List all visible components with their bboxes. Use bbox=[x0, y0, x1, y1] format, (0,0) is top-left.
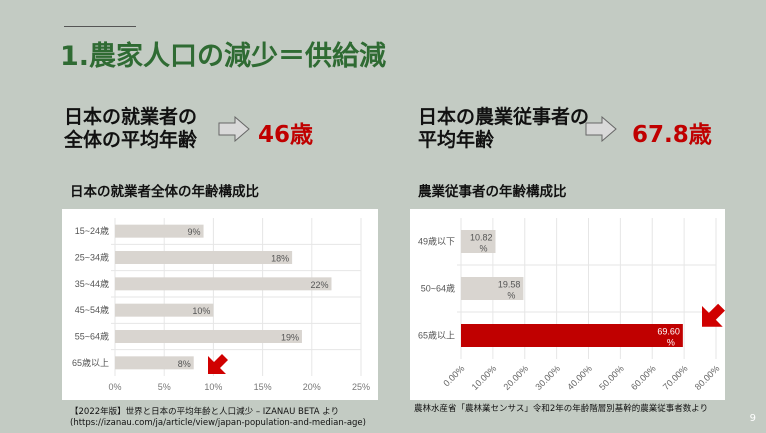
x-tick-label: 10.00% bbox=[470, 363, 499, 392]
x-tick-label: 5% bbox=[158, 382, 171, 392]
arrow-right-icon bbox=[585, 116, 617, 142]
bar bbox=[461, 277, 524, 300]
data-label-unit: % bbox=[667, 338, 675, 348]
right-label-line1: 日本の農業従事者の bbox=[418, 106, 590, 128]
y-category-label: 65歳以上 bbox=[418, 330, 455, 341]
x-tick-label: 50.00% bbox=[597, 363, 626, 392]
data-label-unit: % bbox=[479, 244, 487, 254]
data-label-unit: % bbox=[507, 291, 515, 301]
x-tick-label: 80.00% bbox=[693, 363, 722, 392]
red-arrow-icon bbox=[702, 303, 725, 327]
left-label-line2: 全体の平均年齢 bbox=[64, 129, 198, 151]
y-category-label: 35~44歳 bbox=[75, 278, 109, 289]
data-label: 18% bbox=[271, 254, 289, 264]
x-tick-label: 0.00% bbox=[441, 363, 466, 388]
data-label: 9% bbox=[188, 227, 201, 237]
x-tick-label: 25% bbox=[352, 382, 370, 392]
page-title: 1.農家人口の減少＝供給減 bbox=[60, 41, 387, 72]
left-source: 【2022年版】世界と日本の平均年齢と人口減少 – IZANAU BETA より… bbox=[70, 407, 366, 429]
x-tick-label: 60.00% bbox=[629, 363, 658, 392]
left-chart-title: 日本の就業者全体の年齢構成比 bbox=[70, 184, 259, 200]
left-label: 日本の就業者の 全体の平均年齢 bbox=[64, 106, 197, 152]
right-label: 日本の農業従事者の 平均年齢 bbox=[418, 106, 589, 152]
bar bbox=[115, 356, 194, 370]
left-source-line1: 【2022年版】世界と日本の平均年齢と人口減少 – IZANAU BETA より bbox=[70, 407, 340, 417]
x-tick-label: 15% bbox=[254, 382, 272, 392]
bar bbox=[115, 277, 332, 291]
data-label: 8% bbox=[178, 359, 191, 369]
right-chart-title: 農業従事者の年齢構成比 bbox=[418, 184, 567, 200]
bar bbox=[461, 324, 683, 347]
right-source: 農林水産省「農林業センサス」令和2年の年齢階層別基幹的農業従事者数より bbox=[414, 404, 709, 414]
y-category-label: 65歳以上 bbox=[72, 357, 109, 368]
y-category-label: 25~34歳 bbox=[75, 252, 109, 263]
y-category-label: 15~24歳 bbox=[75, 225, 109, 236]
right-label-line2: 平均年齢 bbox=[418, 129, 495, 151]
data-label: 10% bbox=[192, 306, 210, 316]
y-category-label: 55~64歳 bbox=[75, 331, 109, 342]
left-chart: 0% 5% 10% 15% 20% 25% 15~24歳 9% 25~34歳 18% 35~44歳 2… bbox=[62, 209, 378, 400]
data-label: 19.58 bbox=[498, 280, 521, 290]
bar bbox=[115, 251, 293, 264]
x-tick-label: 20.00% bbox=[502, 363, 531, 392]
y-category-label: 49歳以下 bbox=[418, 236, 455, 247]
arrow-right-icon bbox=[218, 116, 250, 142]
x-tick-label: 0% bbox=[108, 382, 121, 392]
bar bbox=[115, 330, 302, 343]
data-label: 10.82 bbox=[470, 233, 493, 243]
y-category-label: 45~54歳 bbox=[75, 304, 109, 315]
data-label: 19% bbox=[281, 333, 299, 343]
x-tick-label: 70.00% bbox=[661, 363, 690, 392]
bar bbox=[115, 224, 204, 238]
data-label: 69.60 bbox=[657, 327, 680, 337]
right-chart: 0.00% 10.00% 20.00% 30.00% 40.00% 50.00% 60.00… bbox=[410, 209, 725, 400]
y-category-label: 50~64歳 bbox=[421, 283, 455, 294]
x-tick-label: 40.00% bbox=[565, 363, 594, 392]
right-average-age: 67.8歳 bbox=[632, 122, 712, 148]
red-arrow-icon bbox=[208, 354, 228, 374]
left-average-age: 46歳 bbox=[258, 122, 314, 148]
data-label: 22% bbox=[310, 280, 328, 290]
left-source-link[interactable]: (https://izanau.com/ja/article/view/japa… bbox=[70, 418, 366, 428]
left-label-line1: 日本の就業者の bbox=[64, 106, 198, 128]
bar bbox=[461, 230, 496, 253]
x-tick-label: 10% bbox=[204, 382, 222, 392]
x-tick-label: 30.00% bbox=[533, 363, 562, 392]
title-rule bbox=[64, 26, 136, 27]
bar bbox=[115, 303, 214, 317]
page-number: 9 bbox=[749, 413, 756, 424]
x-tick-label: 20% bbox=[303, 382, 321, 392]
